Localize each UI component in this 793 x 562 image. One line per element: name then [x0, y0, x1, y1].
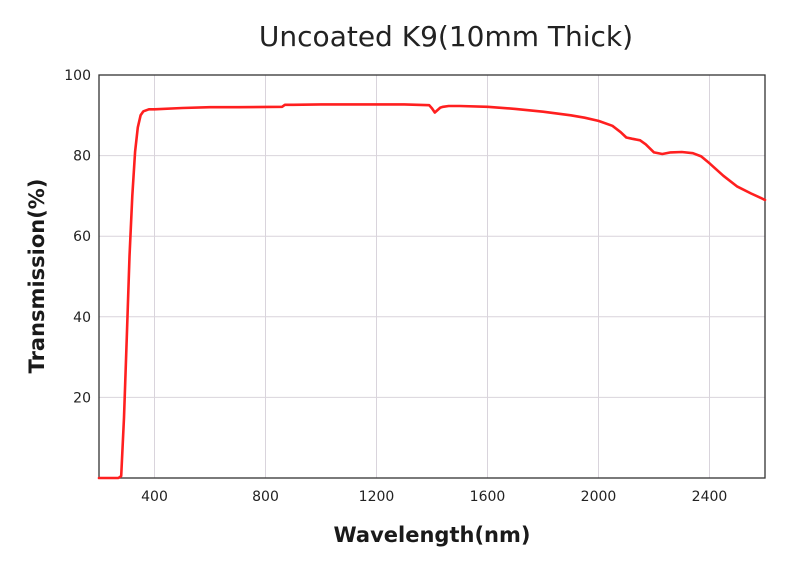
y-tick-label: 80 — [73, 149, 91, 165]
x-tick-label: 1600 — [470, 489, 506, 505]
y-tick-label: 100 — [64, 68, 91, 84]
y-tick-label: 40 — [73, 310, 91, 326]
plot-frame — [98, 74, 766, 479]
gridlines — [99, 74, 765, 478]
y-axis-label: Transmission(%) — [25, 179, 49, 374]
x-ticks: 400 800 1200 1600 2000 2400 — [141, 489, 727, 505]
transmission-line — [97, 103, 767, 480]
y-tick-label: 20 — [73, 390, 91, 406]
x-tick-label: 2000 — [581, 489, 617, 505]
chart-title: Uncoated K9(10mm Thick) — [259, 20, 633, 53]
x-tick-label: 2400 — [692, 489, 728, 505]
x-tick-label: 800 — [252, 489, 279, 505]
x-tick-label: 1200 — [359, 489, 395, 505]
y-ticks: 20 40 60 80 100 — [64, 68, 91, 406]
x-axis-label: Wavelength(nm) — [334, 523, 531, 547]
series-group — [97, 103, 767, 480]
x-tick-label: 400 — [141, 489, 168, 505]
y-tick-label: 60 — [73, 229, 91, 245]
